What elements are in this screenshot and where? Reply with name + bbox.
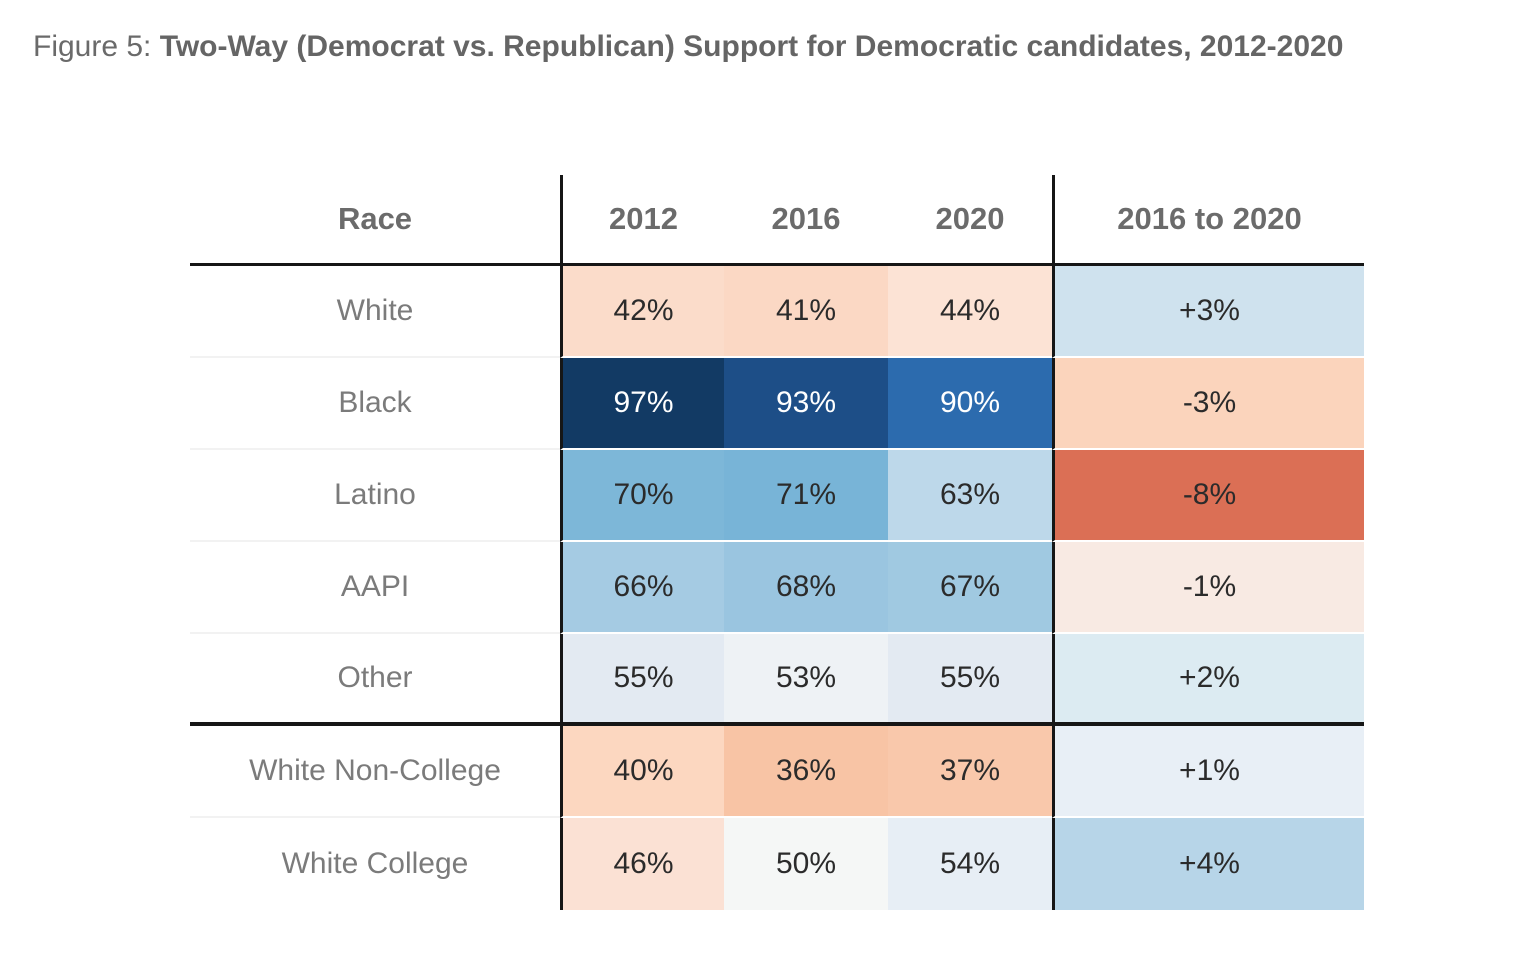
race-label-other: Other bbox=[190, 634, 560, 726]
change-cell-black: -3% bbox=[1052, 358, 1364, 450]
value-cell-white-college-2016: 50% bbox=[724, 818, 888, 910]
figure-title-text: Two-Way (Democrat vs. Republican) Suppor… bbox=[159, 30, 1344, 63]
value-cell-white-non-college-2016: 36% bbox=[724, 726, 888, 818]
race-label-white-college: White College bbox=[190, 818, 560, 910]
value-cell-other-2020: 55% bbox=[888, 634, 1052, 726]
change-cell-latino: -8% bbox=[1052, 450, 1364, 542]
race-label-white-non-college: White Non-College bbox=[190, 726, 560, 818]
value-cell-black-2020: 90% bbox=[888, 358, 1052, 450]
value-cell-white-non-college-2020: 37% bbox=[888, 726, 1052, 818]
change-cell-white: +3% bbox=[1052, 266, 1364, 358]
column-header-2016: 2016 bbox=[724, 175, 888, 266]
value-cell-white-2020: 44% bbox=[888, 266, 1052, 358]
race-label-black: Black bbox=[190, 358, 560, 450]
value-cell-aapi-2012: 66% bbox=[560, 542, 724, 634]
support-table: Race 2012 2016 2020 2016 to 2020 White 42% 41% 4… bbox=[190, 175, 1364, 910]
value-cell-white-2016: 41% bbox=[724, 266, 888, 358]
column-header-2012: 2012 bbox=[560, 175, 724, 266]
change-cell-white-college: +4% bbox=[1052, 818, 1364, 910]
change-cell-aapi: -1% bbox=[1052, 542, 1364, 634]
race-label-white: White bbox=[190, 266, 560, 358]
change-cell-other: +2% bbox=[1052, 634, 1364, 726]
column-header-2016-to-2020: 2016 to 2020 bbox=[1052, 175, 1364, 266]
value-cell-aapi-2016: 68% bbox=[724, 542, 888, 634]
value-cell-other-2016: 53% bbox=[724, 634, 888, 726]
value-cell-black-2016: 93% bbox=[724, 358, 888, 450]
figure-title: Figure 5: Two-Way (Democrat vs. Republic… bbox=[33, 30, 1343, 64]
value-cell-white-college-2020: 54% bbox=[888, 818, 1052, 910]
value-cell-white-2012: 42% bbox=[560, 266, 724, 358]
value-cell-white-non-college-2012: 40% bbox=[560, 726, 724, 818]
race-label-aapi: AAPI bbox=[190, 542, 560, 634]
value-cell-latino-2016: 71% bbox=[724, 450, 888, 542]
figure-label: Figure 5: bbox=[33, 30, 160, 63]
value-cell-white-college-2012: 46% bbox=[560, 818, 724, 910]
value-cell-other-2012: 55% bbox=[560, 634, 724, 726]
race-label-latino: Latino bbox=[190, 450, 560, 542]
value-cell-black-2012: 97% bbox=[560, 358, 724, 450]
change-cell-white-non-college: +1% bbox=[1052, 726, 1364, 818]
column-header-race: Race bbox=[190, 175, 560, 266]
value-cell-aapi-2020: 67% bbox=[888, 542, 1052, 634]
value-cell-latino-2020: 63% bbox=[888, 450, 1052, 542]
value-cell-latino-2012: 70% bbox=[560, 450, 724, 542]
column-header-2020: 2020 bbox=[888, 175, 1052, 266]
